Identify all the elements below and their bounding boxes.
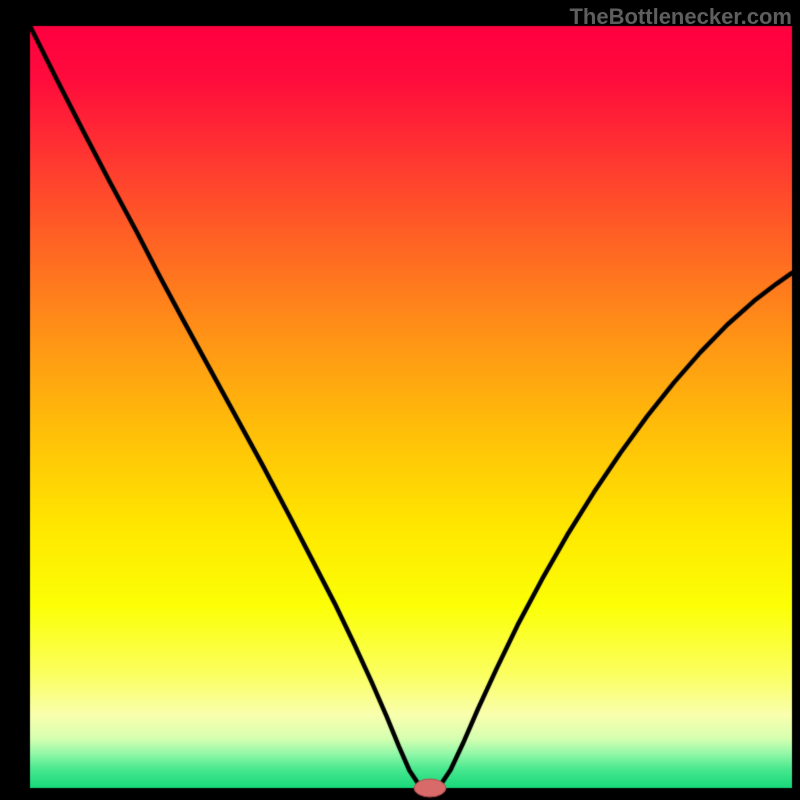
chart-canvas (0, 0, 800, 800)
chart-stage: TheBottlenecker.com (0, 0, 800, 800)
watermark-text: TheBottlenecker.com (569, 4, 792, 30)
